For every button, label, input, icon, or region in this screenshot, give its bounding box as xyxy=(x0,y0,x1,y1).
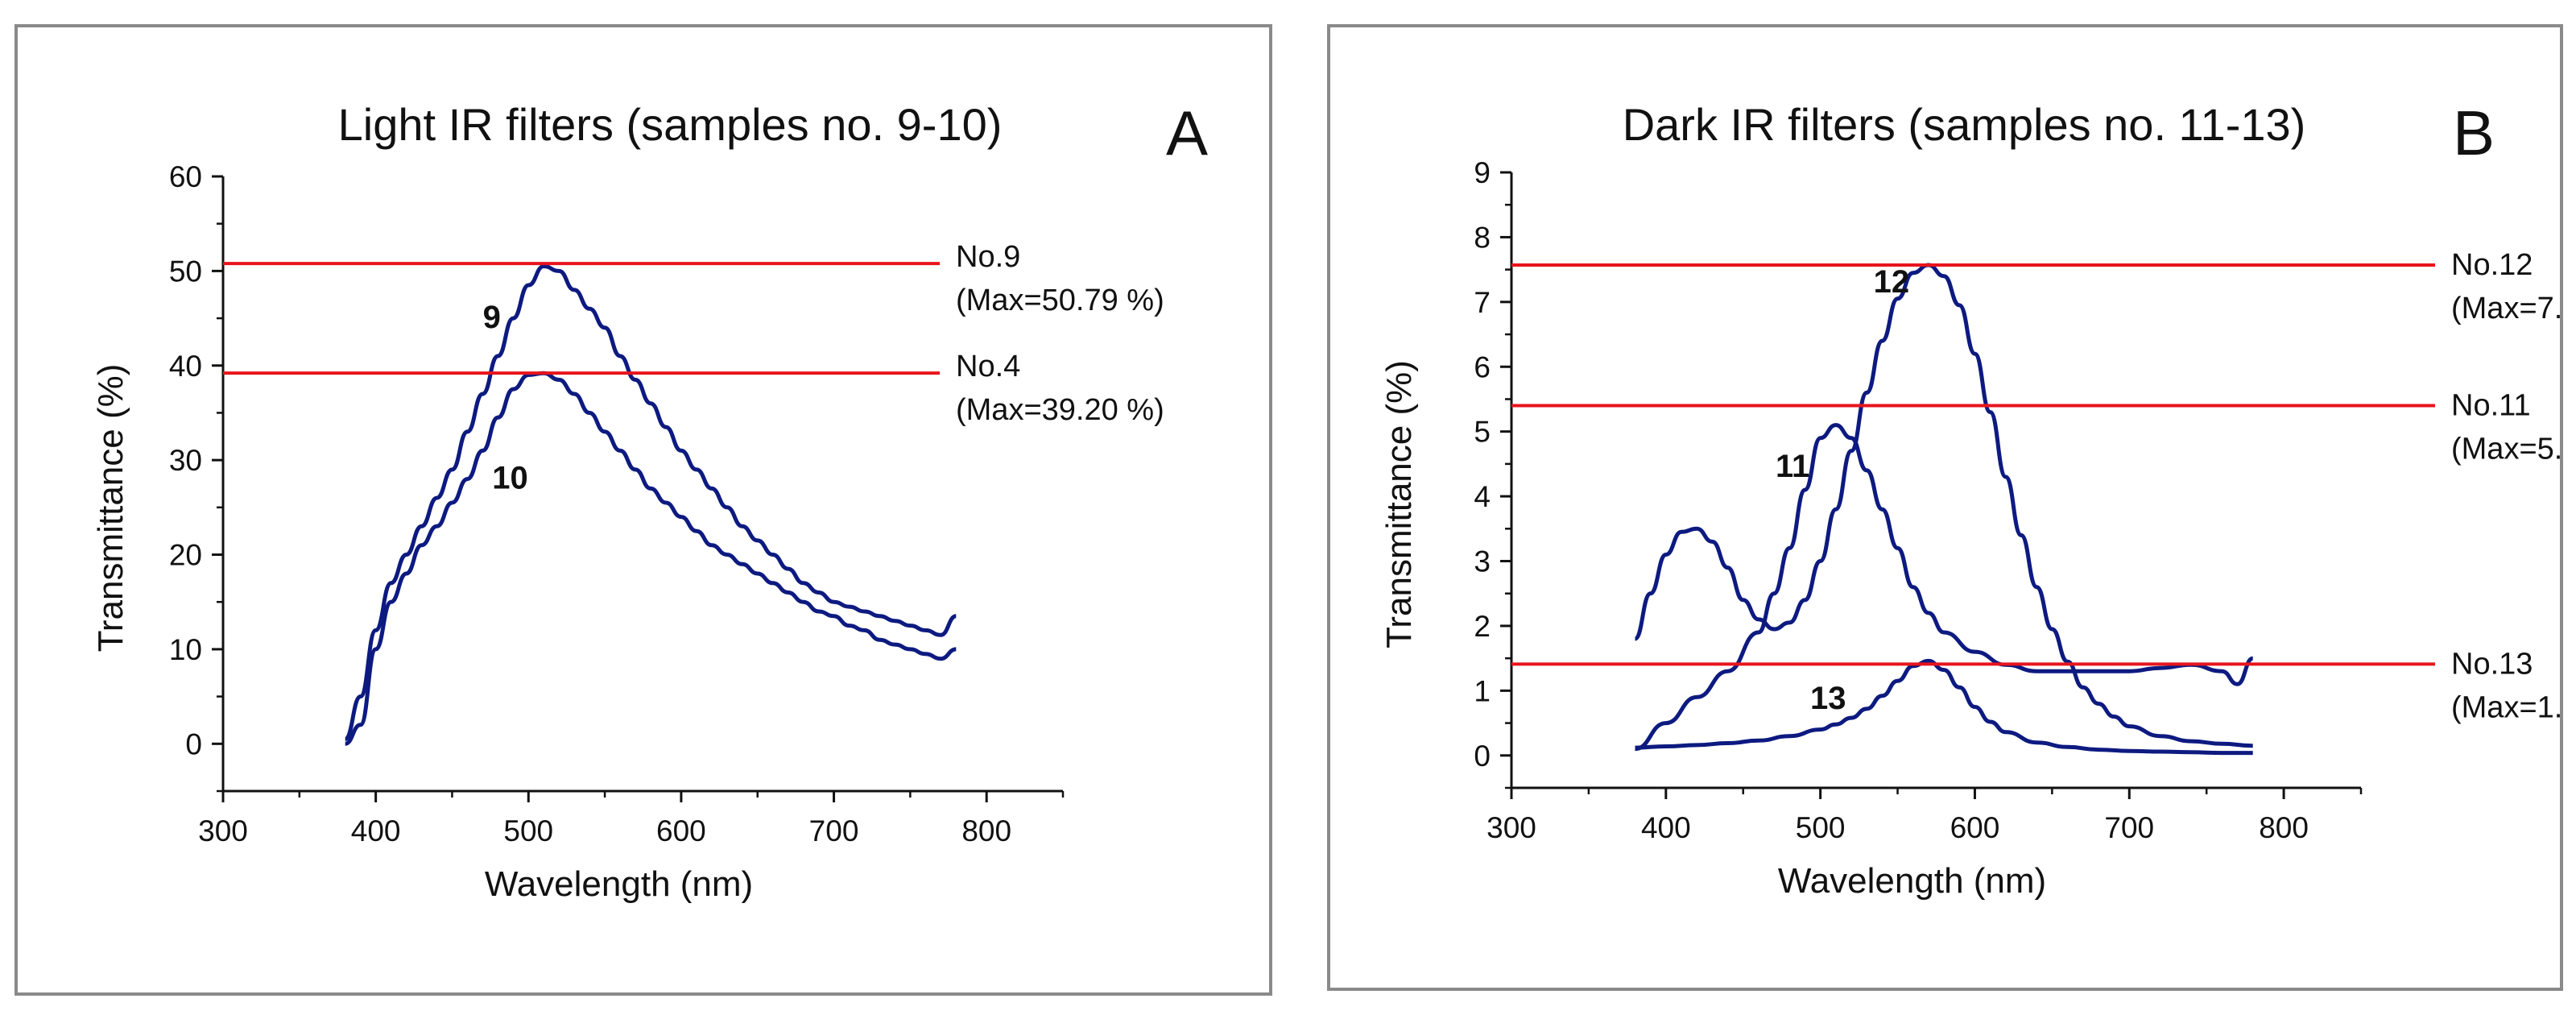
chart-b-svg: Dark IR filters (samples no. 11-13) B 300 4… xyxy=(1379,97,2560,901)
y-tick-label: 9 xyxy=(1474,156,1491,189)
x-tick-label: 300 xyxy=(1486,811,1536,844)
series-label-13: 13 xyxy=(1810,681,1846,716)
y-tick-label: 7 xyxy=(1474,286,1491,319)
y-tick-label: 10 xyxy=(169,633,202,666)
x-tick-label: 500 xyxy=(503,814,553,847)
x-tick-label: 700 xyxy=(2104,811,2154,844)
chart-title: Dark IR filters (samples no. 11-13) xyxy=(1623,99,2306,150)
y-tick-label: 2 xyxy=(1474,610,1491,643)
reference-name-label: No.11 xyxy=(2451,389,2531,423)
x-axis-label: Wavelength (nm) xyxy=(485,864,753,904)
x-tick-label: 600 xyxy=(656,814,706,847)
y-axis-label: Transmittance (%) xyxy=(1379,360,1419,648)
reference-max-label: (Max=7.57 %) xyxy=(2451,292,2560,325)
y-tick-label: 6 xyxy=(1474,350,1491,383)
x-tick-label: 500 xyxy=(1796,811,1846,844)
chart-panel-a: Light IR filters (samples no. 9-10) A 300 4… xyxy=(14,24,1272,996)
reference-max-label: (Max=39.20 %) xyxy=(956,393,1164,427)
series-label-11: 11 xyxy=(1776,449,1809,484)
reference-max-label: (Max=1.46 %) xyxy=(2451,690,2560,724)
panel-letter: A xyxy=(1166,97,1208,168)
series-label-9: 9 xyxy=(483,300,501,335)
x-axis-label: Wavelength (nm) xyxy=(1778,861,2046,901)
series-line-9 xyxy=(344,264,957,741)
reference-name-label: No.13 xyxy=(2451,647,2533,681)
series-label-10: 10 xyxy=(492,460,528,495)
y-tick-label: 8 xyxy=(1474,221,1491,254)
series-line-10 xyxy=(344,371,957,746)
y-tick-label: 1 xyxy=(1474,674,1491,707)
y-tick-label: 5 xyxy=(1474,416,1491,449)
chart-title: Light IR filters (samples no. 9-10) xyxy=(338,99,1003,150)
x-tick-label: 800 xyxy=(2259,811,2309,844)
reference-name-label: No.9 xyxy=(956,240,1020,274)
x-tick-label: 300 xyxy=(198,814,248,847)
series-label-12: 12 xyxy=(1874,264,1910,300)
series-line-11 xyxy=(1635,423,2254,752)
chart-panel-b: Dark IR filters (samples no. 11-13) B 300 4… xyxy=(1327,24,2563,991)
reference-max-label: (Max=50.79 %) xyxy=(956,284,1164,317)
y-axis-label: Transmittance (%) xyxy=(91,364,130,653)
y-tick-label: 60 xyxy=(169,160,202,193)
y-tick-label: 4 xyxy=(1474,480,1491,513)
x-tick-label: 600 xyxy=(1950,811,2000,844)
reference-name-label: No.12 xyxy=(2451,248,2533,282)
y-tick-label: 0 xyxy=(185,727,202,760)
series-line-12 xyxy=(1634,263,2253,748)
y-tick-label: 40 xyxy=(169,350,202,383)
y-tick-label: 20 xyxy=(169,539,202,572)
reference-name-label: No.4 xyxy=(956,350,1020,383)
x-tick-label: 800 xyxy=(961,814,1011,847)
y-tick-label: 0 xyxy=(1474,740,1491,773)
reference-max-label: (Max=5.77 %) xyxy=(2451,433,2560,466)
y-tick-label: 30 xyxy=(169,444,202,477)
x-tick-label: 400 xyxy=(351,814,401,847)
series-line-13 xyxy=(1635,658,2253,756)
y-tick-label: 50 xyxy=(169,255,202,288)
x-tick-label: 700 xyxy=(809,814,859,847)
y-tick-label: 3 xyxy=(1474,545,1491,578)
panel-letter: B xyxy=(2453,97,2495,168)
x-tick-label: 400 xyxy=(1641,811,1691,844)
